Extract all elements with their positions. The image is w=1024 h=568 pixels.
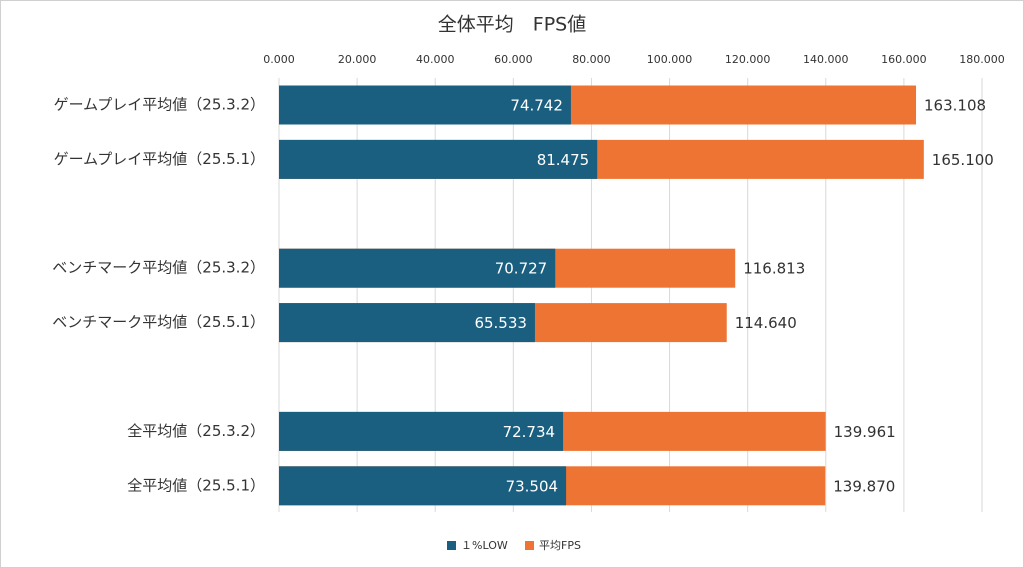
y-tick-label: ゲームプレイ平均値（25.3.2） — [54, 96, 265, 114]
data-label: 73.504 — [506, 477, 559, 495]
x-tick-label: 160.000 — [881, 53, 927, 66]
bar — [279, 303, 535, 343]
x-tick-label: 120.000 — [725, 53, 771, 66]
x-tick-label: 0.000 — [263, 53, 295, 66]
x-tick-label: 40.000 — [416, 53, 455, 66]
legend-swatch — [447, 541, 456, 550]
chart-title: 全体平均 FPS値 — [438, 14, 586, 36]
data-label: 163.108 — [924, 97, 986, 115]
data-label: 116.813 — [743, 260, 805, 278]
data-label: 139.961 — [834, 423, 896, 441]
legend-label: １%LOW — [461, 539, 508, 552]
x-tick-label: 180.000 — [959, 53, 1005, 66]
data-label: 81.475 — [537, 151, 590, 169]
y-tick-label: 全平均値（25.3.2） — [127, 422, 265, 440]
y-tick-label: ゲームプレイ平均値（25.5.1） — [54, 150, 265, 168]
y-tick-label: ベンチマーク平均値（25.3.2） — [52, 259, 265, 277]
bar — [279, 466, 567, 506]
legend-label: 平均FPS — [539, 539, 581, 552]
bar — [279, 411, 564, 451]
data-label: 70.727 — [495, 260, 548, 278]
data-label: 165.100 — [932, 151, 994, 169]
legend-swatch — [525, 541, 534, 550]
x-tick-label: 80.000 — [572, 53, 611, 66]
x-tick-label: 140.000 — [803, 53, 849, 66]
data-label: 65.533 — [474, 314, 527, 332]
bar — [279, 85, 571, 125]
bar — [279, 248, 556, 288]
data-label: 72.734 — [503, 423, 556, 441]
y-tick-label: ベンチマーク平均値（25.5.1） — [52, 313, 265, 331]
data-label: 114.640 — [735, 314, 797, 332]
x-tick-label: 20.000 — [338, 53, 377, 66]
x-tick-label: 60.000 — [494, 53, 533, 66]
data-label: 139.870 — [833, 477, 895, 495]
data-label: 74.742 — [510, 97, 563, 115]
x-tick-label: 100.000 — [647, 53, 693, 66]
bar — [279, 139, 598, 179]
y-tick-label: 全平均値（25.5.1） — [127, 476, 265, 494]
